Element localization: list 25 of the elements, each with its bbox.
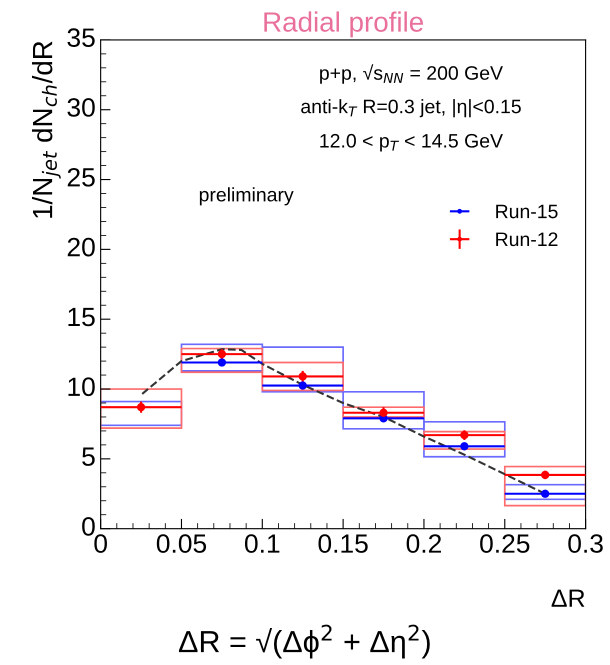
y-tick-label: 10: [68, 377, 95, 396]
y-tick-label: 30: [67, 98, 95, 117]
annotation: preliminary: [200, 187, 294, 206]
x-tick-label: 0.2: [406, 534, 441, 553]
annotation: p+p, √s$_{NN}$ = 200 GeV: [320, 64, 503, 84]
x-tick-label: 0.3: [568, 534, 603, 553]
y-tick-label: 0: [82, 517, 95, 536]
x-tick-label: 0: [94, 534, 107, 553]
text: ΔR = √(Δϕ$^{2}$ + Δη$^{2}$): [178, 624, 430, 659]
annotation: anti-k$_{T}$ R=0.3 jet, |η|<0.15: [301, 99, 521, 118]
x-tick-label: 0.15: [318, 534, 368, 553]
y-axis-title: 1/N$_{jet}$ dN$_{ch}$/dR: [32, 41, 61, 218]
x-axis-title: ΔR: [552, 590, 584, 607]
x-tick-label: 0.05: [156, 534, 206, 553]
y-tick-label: 20: [68, 238, 95, 256]
x-tick-label: 0.25: [480, 534, 530, 553]
x-tick-label: 0.1: [244, 534, 280, 553]
y-tick-label: 5: [82, 448, 95, 466]
y-tick-label: 15: [68, 308, 95, 326]
legend-label: Run-12: [496, 232, 558, 246]
chart-title: Radial profile: [264, 11, 423, 38]
annotation: 12.0 < p$_{T}$ < 14.5 GeV: [320, 134, 503, 152]
legend-label: Run-15: [496, 204, 558, 218]
y-tick-label: 35: [67, 28, 95, 47]
y-tick-label: 25: [68, 168, 95, 187]
